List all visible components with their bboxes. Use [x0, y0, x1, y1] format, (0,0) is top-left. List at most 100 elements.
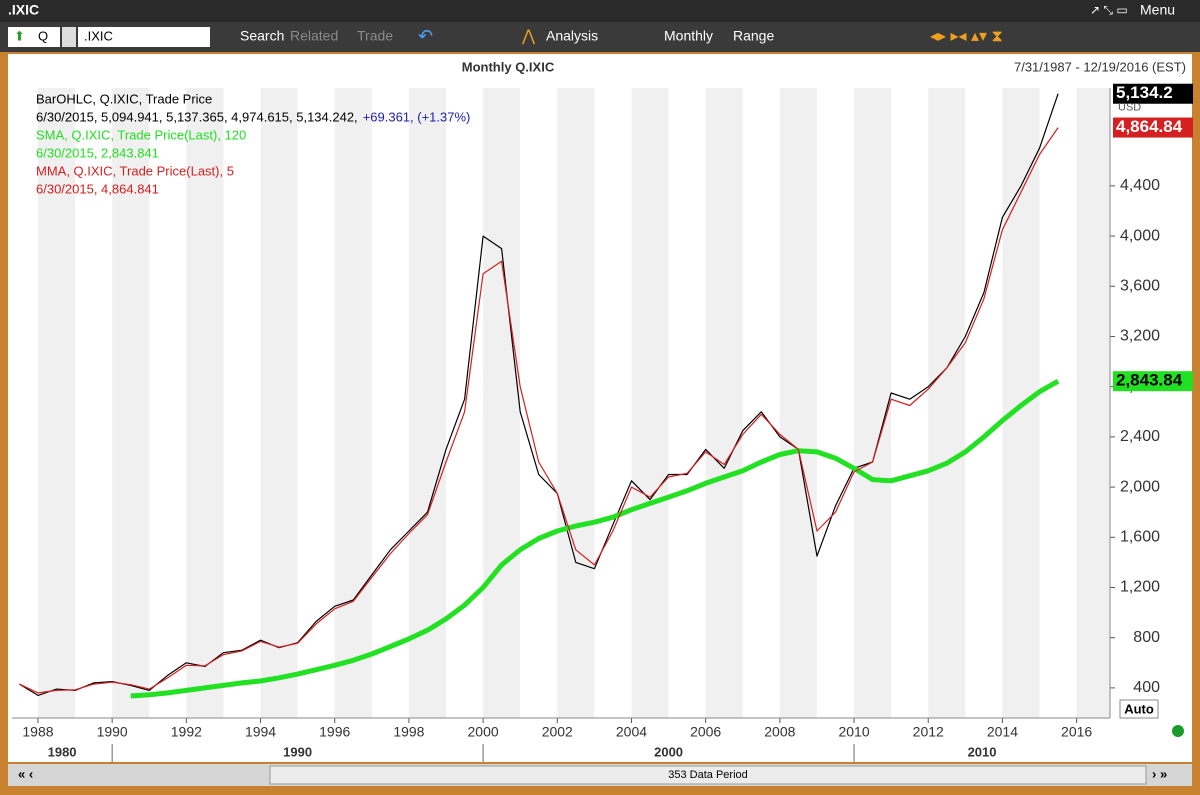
year-band — [1076, 88, 1110, 718]
year-band — [149, 88, 187, 718]
year-band — [75, 88, 113, 718]
search-button[interactable]: Search — [240, 28, 284, 44]
y-tick-label: 3,200 — [1120, 328, 1160, 345]
chart-title: Monthly Q.IXIC — [462, 59, 555, 74]
year-band — [371, 88, 409, 718]
legend-detail: 6/30/2015, 5,094.941, 5,137.365, 4,974.6… — [36, 109, 358, 124]
period-button[interactable]: Monthly — [664, 28, 713, 44]
year-band — [631, 88, 669, 718]
y-tick-label: 4,400 — [1120, 177, 1160, 194]
y-tick-label: 3,600 — [1120, 278, 1160, 295]
year-band — [557, 88, 595, 718]
year-band — [12, 88, 38, 718]
year-band — [260, 88, 298, 718]
year-band — [705, 88, 743, 718]
x-tick-label: 1996 — [319, 724, 350, 740]
analysis-button[interactable]: Analysis — [546, 28, 598, 44]
y-tick-label: 1,600 — [1120, 529, 1160, 546]
x-tick-label: 2004 — [616, 724, 647, 740]
series-line — [19, 127, 1059, 694]
scroll-left[interactable]: « ‹ — [18, 766, 33, 781]
window-controls[interactable]: ↗ ⤡ ▭ — [1090, 3, 1128, 17]
year-band — [594, 88, 632, 718]
currency: USD — [1118, 102, 1141, 114]
year-band — [928, 88, 966, 718]
x-tick-label: 2012 — [913, 724, 944, 740]
scale-mode-box[interactable] — [1119, 699, 1159, 719]
chart-subtitle: 7/31/1987 - 12/19/2016 (EST) — [1014, 59, 1186, 74]
window-title: .IXIC — [8, 2, 39, 18]
symbol: Q — [38, 28, 48, 43]
x-tick-label: 2014 — [987, 724, 1018, 740]
year-band — [297, 88, 335, 718]
year-band — [668, 88, 706, 718]
related-button[interactable]: Related — [290, 28, 338, 44]
analysis-icon: ⋀ — [521, 28, 536, 45]
year-band — [891, 88, 929, 718]
y-tick-label: 800 — [1133, 629, 1160, 646]
legend-name: SMA, Q.IXIC, Trade Price(Last), 120 — [36, 127, 246, 142]
symbol-input-text: .IXIC — [84, 28, 113, 43]
last-value-tag — [1113, 83, 1193, 104]
year-band — [223, 88, 261, 718]
x-tick-label: 2000 — [468, 724, 499, 740]
x-tick-label: 1988 — [22, 724, 53, 740]
last-value-tag — [1113, 371, 1193, 392]
status-dot — [1172, 725, 1184, 737]
legend-name: BarOHLC, Q.IXIC, Trade Price — [36, 91, 212, 106]
title-bar — [0, 0, 1200, 22]
symbol-input[interactable] — [78, 27, 210, 47]
legend-detail: 6/30/2015, 4,864.841 — [36, 181, 159, 196]
decade-label: 2010 — [968, 744, 997, 759]
decade-label: 1990 — [283, 744, 312, 759]
y-tick-label: 1,200 — [1120, 579, 1160, 596]
series-line — [130, 379, 1060, 699]
year-band — [483, 88, 521, 718]
y-tick-label: 2,000 — [1120, 478, 1160, 495]
y-tick-label: 4,000 — [1120, 227, 1160, 244]
x-tick-label: 1998 — [393, 724, 424, 740]
legend-detail: 6/30/2015, 2,843.841 — [36, 145, 159, 160]
series-line — [19, 93, 1059, 696]
symbol-dropdown[interactable] — [62, 27, 76, 47]
legend-change: +69.361, (+1.37%) — [363, 109, 471, 124]
x-tick-label: 1990 — [97, 724, 128, 740]
year-band — [408, 88, 447, 718]
menu-button[interactable]: Menu — [1140, 2, 1175, 18]
up-arrow: ⬆ — [14, 28, 25, 43]
y-tick-label: 400 — [1133, 679, 1160, 696]
year-band — [334, 88, 372, 718]
trade-button[interactable]: Trade — [357, 28, 393, 44]
year-band — [742, 88, 780, 718]
last-value-label: 2,843.84 — [1116, 371, 1183, 390]
x-tick-label: 2010 — [838, 724, 869, 740]
nav-buttons[interactable]: ◂▸ ▸◂ ▴▾ ⧗ — [930, 28, 1003, 45]
year-band — [446, 88, 484, 718]
scale-mode[interactable]: Auto — [1124, 701, 1154, 716]
x-tick-label: 2008 — [764, 724, 795, 740]
plot — [12, 88, 1110, 718]
y-tick-label: 2,400 — [1120, 428, 1160, 445]
last-value-tag — [1113, 117, 1193, 138]
decade-label: 2000 — [654, 744, 683, 759]
last-value-label: 4,864.84 — [1116, 117, 1183, 136]
year-band — [112, 88, 150, 718]
year-band — [37, 88, 76, 718]
scroll-thumb[interactable] — [269, 765, 1147, 785]
legend-name: MMA, Q.IXIC, Trade Price(Last), 5 — [36, 163, 234, 178]
x-tick-label: 2006 — [690, 724, 721, 740]
year-band — [1039, 88, 1077, 718]
x-tick-label: 2016 — [1061, 724, 1092, 740]
year-band — [965, 88, 1003, 718]
footer: 353 Data Period — [668, 769, 748, 781]
range-button[interactable]: Range — [733, 28, 774, 44]
last-value-label: 5,134.2 — [1116, 83, 1173, 102]
year-band — [779, 88, 817, 718]
undo-button[interactable]: ↶ — [418, 26, 433, 46]
year-band — [816, 88, 855, 718]
symbol-box[interactable] — [8, 27, 60, 47]
scroll-right[interactable]: › » — [1152, 766, 1167, 781]
year-band — [854, 88, 892, 718]
